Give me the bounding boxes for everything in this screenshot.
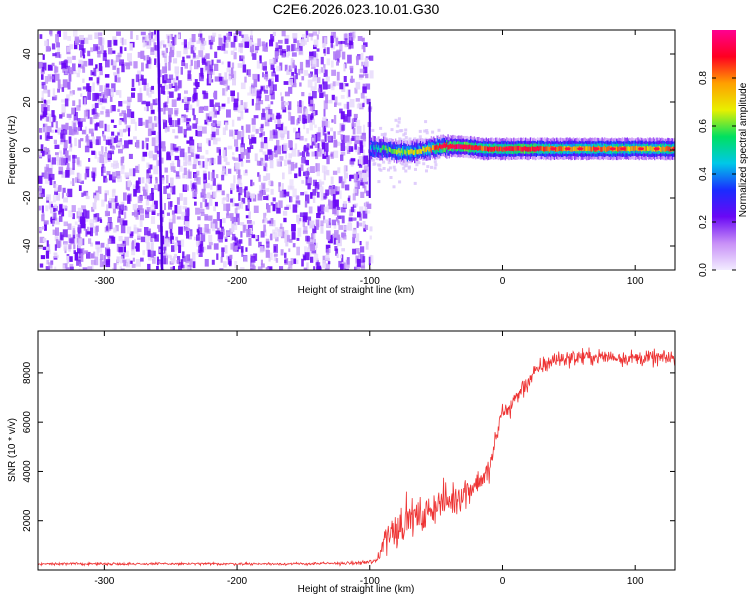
- x-tick-label: 100: [627, 276, 644, 287]
- x-tick-label: -300: [94, 576, 114, 587]
- dark-vertical-line: [156, 30, 164, 270]
- x-tick-label: -200: [227, 276, 247, 287]
- snr-ylabel: SNR (10 * v/v): [7, 418, 18, 482]
- chart-title: C2E6.2026.023.10.01.G30: [273, 1, 440, 17]
- colorbar-tick-label: 0.0: [698, 263, 709, 277]
- spectrogram-ylabel: Frequency (Hz): [7, 116, 18, 185]
- y-tick-label: 20: [22, 96, 33, 108]
- snr-xlabel: Height of straight line (km): [298, 584, 415, 595]
- snr-panel: -300 -200 -100 0 100 2000 4000 6000 8000 Height …: [7, 330, 676, 595]
- y-tick-label: 6000: [22, 411, 33, 434]
- colorbar-tick-label: 0.4: [698, 167, 709, 181]
- x-tick-label: 0: [500, 576, 506, 587]
- signal-band: [369, 134, 675, 164]
- x-tick-label: -200: [227, 576, 247, 587]
- y-tick-label: 8000: [22, 361, 33, 384]
- y-tick-label: 0: [22, 147, 33, 153]
- colorbar-tick-label: 0.6: [698, 119, 709, 133]
- snr-frame: [37, 330, 676, 571]
- x-tick-label: 0: [500, 276, 506, 287]
- y-tick-label: 4000: [22, 460, 33, 483]
- spectrogram-xlabel: Height of straight line (km): [298, 285, 415, 296]
- y-tick-label: 2000: [22, 509, 33, 532]
- colorbar-gradient: [712, 30, 736, 270]
- noise-speckle: [38, 30, 374, 270]
- colorbar-label: Normalized spectral amplitude: [738, 82, 749, 217]
- x-tick-label: -300: [94, 276, 114, 287]
- x-tick-label: 100: [627, 576, 644, 587]
- colorbar-tick-label: 0.8: [698, 71, 709, 85]
- snr-line: [38, 347, 675, 567]
- x-tick-label: -100: [360, 276, 380, 287]
- y-tick-label: -20: [22, 190, 33, 205]
- colorbar-tick-label: 0.2: [698, 215, 709, 229]
- x-tick-label: -100: [360, 576, 380, 587]
- y-tick-label: 40: [22, 48, 33, 60]
- y-tick-label: -40: [22, 238, 33, 253]
- colorbar: 0.0 0.2 0.4 0.6 0.8 Normalized spectral ampl…: [698, 30, 749, 277]
